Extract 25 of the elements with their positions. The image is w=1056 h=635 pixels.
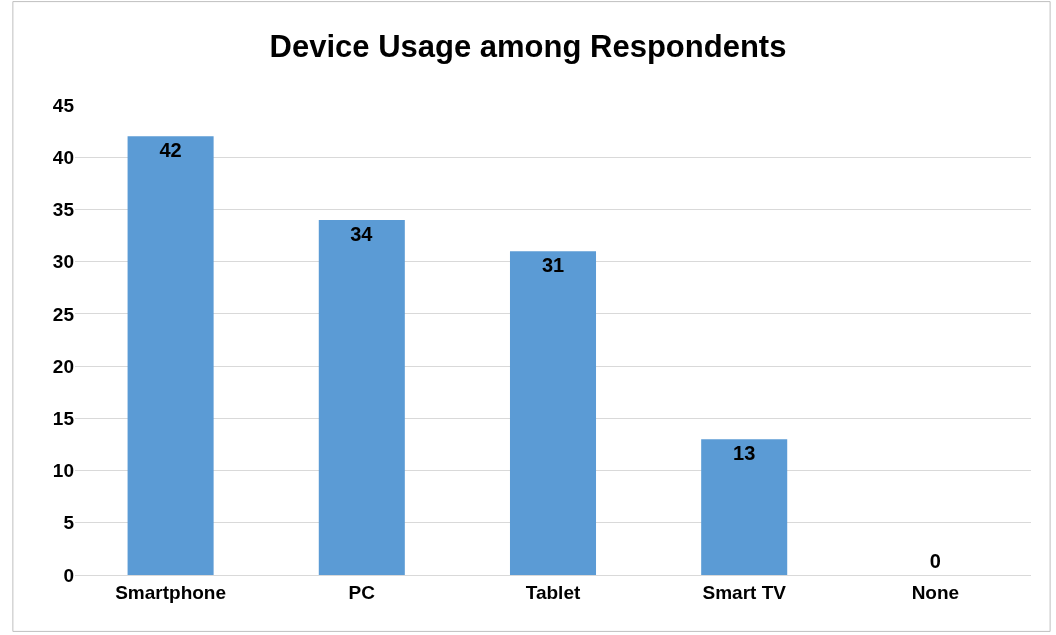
data-label: 34 (350, 222, 374, 245)
data-label: 42 (159, 139, 182, 162)
y-tick-label: 10 (52, 460, 74, 482)
x-tick-label: PC (348, 581, 376, 603)
y-tick-label: 45 (52, 94, 75, 116)
bar (509, 251, 597, 575)
x-tick-label: None (911, 581, 960, 603)
x-tick-label: Tablet (525, 581, 581, 603)
y-tick-label: 25 (52, 303, 75, 325)
data-label: 31 (541, 254, 565, 277)
y-tick-label: 15 (52, 407, 75, 429)
data-label: 13 (733, 442, 756, 465)
bar (127, 136, 214, 575)
y-tick-label: 20 (52, 355, 74, 377)
bar (701, 439, 788, 575)
x-tick-label: Smart TV (702, 581, 787, 603)
chart-title: Device Usage among Respondents (269, 28, 787, 64)
bar (318, 219, 405, 575)
y-tick-label: 40 (52, 146, 74, 168)
y-tick-label: 0 (63, 564, 74, 586)
x-tick-label: Smartphone (115, 581, 227, 603)
y-tick-label: 30 (52, 251, 74, 273)
y-tick-label: 35 (52, 199, 75, 221)
y-tick-label: 5 (63, 512, 75, 534)
data-label: 0 (929, 550, 941, 572)
